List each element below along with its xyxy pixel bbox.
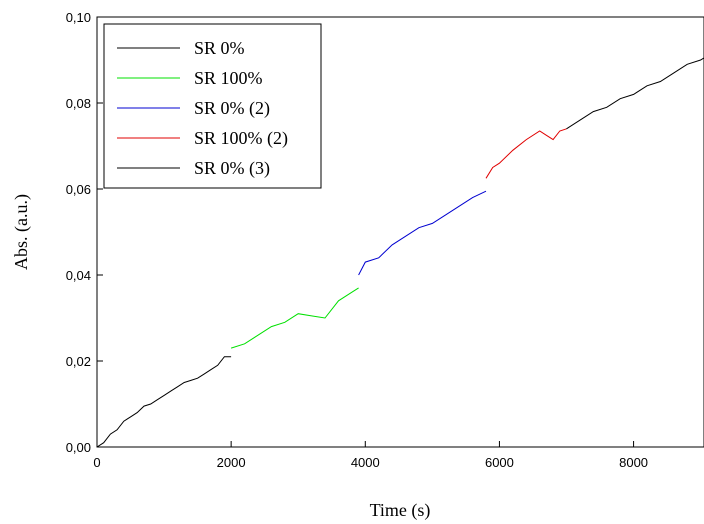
x-tick-label: 4000 [351, 455, 380, 470]
legend-label: SR 100% [194, 68, 263, 88]
legend-label: SR 0% [194, 38, 245, 58]
series-line-5 [566, 57, 704, 130]
y-tick-label: 0,00 [66, 440, 91, 455]
y-tick-label: 0,08 [66, 96, 91, 111]
y-tick-label: 0,04 [66, 268, 91, 283]
y-tick-label: 0,02 [66, 354, 91, 369]
x-axis-title: Time (s) [370, 500, 431, 521]
legend-label: SR 100% (2) [194, 128, 288, 149]
series-line-4 [485, 128, 567, 179]
legend: SR 0% SR 100% SR 0% (2) SR 100% (2) SR 0% (3… [103, 23, 322, 189]
x-axis-ticks: 0 2000 4000 6000 8000 [93, 441, 648, 470]
legend-label: SR 0% (2) [194, 98, 270, 119]
y-axis-title: Abs. (a.u.) [11, 194, 32, 270]
x-tick-label: 8000 [619, 455, 648, 470]
y-tick-label: 0,06 [66, 182, 91, 197]
series-line-1 [96, 356, 232, 448]
x-tick-label: 2000 [217, 455, 246, 470]
y-tick-label: 0,10 [66, 10, 91, 25]
series-line-3 [358, 190, 487, 276]
series-layer [96, 57, 704, 448]
legend-box [103, 23, 322, 189]
x-tick-label: 0 [93, 455, 100, 470]
y-axis-ticks: 0,00 0,02 0,04 0,06 0,08 0,10 [66, 10, 103, 455]
legend-label: SR 0% (3) [194, 158, 270, 179]
series-line-2 [230, 287, 359, 349]
x-tick-label: 6000 [485, 455, 514, 470]
